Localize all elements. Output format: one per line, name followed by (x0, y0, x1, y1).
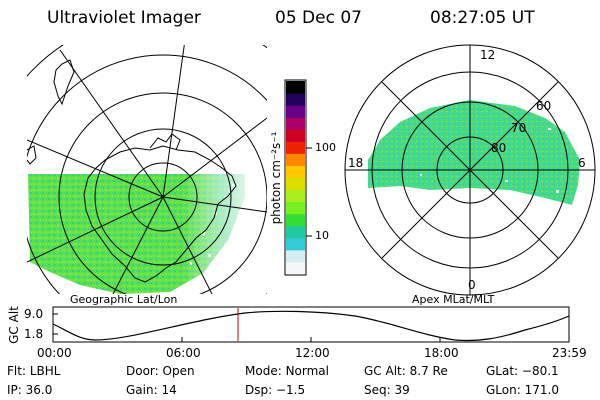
colorbar (284, 79, 312, 276)
geographic-map (27, 45, 267, 294)
mlat-label-70: 70 (511, 121, 527, 135)
date-label: 05 Dec 07 (275, 8, 362, 28)
gc-alt-ytick-9: 9.0 (24, 307, 44, 321)
altitude-curve (52, 310, 570, 342)
colorbar-tick-10: 10 (315, 229, 329, 242)
xtick-0600: 06:00 (166, 346, 201, 360)
auroral-emission-right (368, 100, 580, 205)
footer-door: Door: Open (126, 364, 195, 378)
mlt-label-18: 18 (348, 156, 364, 170)
xtick-2359: 23:59 (552, 346, 587, 360)
colorbar-tick-100: 100 (315, 141, 336, 154)
geographic-caption: Geographic Lat/Lon (70, 293, 178, 306)
gc-alt-plot (52, 306, 570, 343)
footer-gain: Gain: 14 (126, 383, 177, 397)
colorbar-swatch (286, 153, 305, 166)
instrument-title: Ultraviolet Imager (47, 8, 201, 28)
colorbar-swatch (286, 189, 305, 203)
colorbar-swatch (286, 117, 305, 130)
time-label: 08:27:05 UT (430, 8, 535, 28)
footer-dsp: Dsp: −1.5 (245, 383, 306, 397)
colorbar-swatch (286, 141, 305, 154)
mlat-label-80: 80 (491, 141, 507, 155)
mlt-label-12: 12 (480, 48, 496, 62)
mlat-label-60: 60 (536, 99, 552, 113)
colorbar-swatch (286, 201, 305, 215)
gc-alt-ylabel: GC Alt (7, 306, 21, 344)
mlt-label-6: 6 (578, 156, 586, 170)
footer-mode: Mode: Normal (245, 364, 329, 378)
colorbar-swatch (286, 165, 305, 178)
footer-gc-alt: GC Alt: 8.7 Re (364, 364, 448, 378)
colorbar-swatch (286, 213, 305, 227)
colorbar-swatch (286, 225, 305, 239)
xtick-0000: 00:00 (37, 346, 72, 360)
footer-glat: GLat: −80.1 (486, 364, 559, 378)
magnetic-map (344, 44, 596, 296)
colorbar-swatch (286, 93, 305, 106)
gc-alt-ytick-1.8: 1.8 (24, 327, 44, 341)
colorbar-swatch (286, 237, 305, 251)
footer-ip: IP: 36.0 (7, 383, 53, 397)
mlt-label-0: 0 (468, 278, 476, 292)
colorbar-label: photon cm⁻²s⁻¹ (269, 131, 283, 225)
continent-outline (83, 145, 237, 283)
colorbar-swatch (286, 129, 305, 142)
colorbar-swatch (286, 261, 305, 275)
colorbar-swatch (286, 177, 305, 191)
apex-caption: Apex MLat/MLT (412, 293, 495, 306)
footer-flt: Flt: LBHL (7, 364, 61, 378)
xtick-1200: 12:00 (295, 346, 330, 360)
colorbar-swatch (286, 105, 305, 118)
colorbar-swatch (286, 81, 305, 94)
colorbar-swatch (286, 249, 305, 263)
xtick-1800: 18:00 (424, 346, 459, 360)
footer-glon: GLon: 171.0 (486, 383, 559, 397)
footer-seq: Seq: 39 (364, 383, 410, 397)
